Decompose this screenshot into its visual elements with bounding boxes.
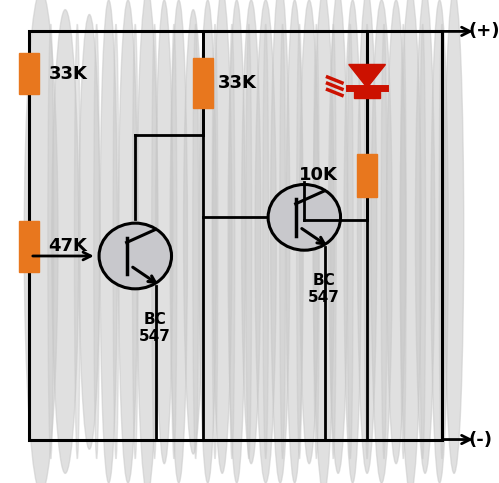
Ellipse shape bbox=[286, 0, 303, 483]
Bar bbox=[354, 88, 380, 99]
Ellipse shape bbox=[99, 223, 172, 289]
Bar bbox=[19, 221, 39, 272]
Ellipse shape bbox=[132, 24, 138, 459]
Ellipse shape bbox=[400, 0, 421, 483]
Ellipse shape bbox=[228, 0, 246, 483]
Ellipse shape bbox=[100, 0, 117, 483]
Ellipse shape bbox=[255, 0, 276, 483]
Ellipse shape bbox=[330, 24, 336, 459]
Ellipse shape bbox=[296, 24, 302, 459]
Bar bbox=[19, 54, 39, 94]
Ellipse shape bbox=[431, 0, 448, 483]
Ellipse shape bbox=[420, 24, 426, 459]
Ellipse shape bbox=[357, 0, 377, 473]
Ellipse shape bbox=[118, 0, 138, 483]
Ellipse shape bbox=[171, 24, 177, 459]
Ellipse shape bbox=[328, 0, 348, 473]
Ellipse shape bbox=[313, 24, 319, 459]
Ellipse shape bbox=[152, 24, 158, 459]
Ellipse shape bbox=[193, 24, 199, 459]
Ellipse shape bbox=[263, 24, 268, 459]
Ellipse shape bbox=[170, 0, 188, 483]
Ellipse shape bbox=[445, 0, 464, 473]
Ellipse shape bbox=[24, 0, 58, 483]
Ellipse shape bbox=[94, 24, 99, 459]
Ellipse shape bbox=[74, 24, 80, 459]
Ellipse shape bbox=[113, 24, 119, 459]
Bar bbox=[29, 31, 442, 440]
Ellipse shape bbox=[156, 0, 173, 464]
Ellipse shape bbox=[184, 10, 203, 454]
Ellipse shape bbox=[48, 24, 54, 459]
Ellipse shape bbox=[416, 0, 435, 473]
Ellipse shape bbox=[246, 24, 251, 459]
Text: 33K: 33K bbox=[48, 65, 87, 83]
Text: 47K: 47K bbox=[48, 237, 87, 256]
Ellipse shape bbox=[313, 0, 334, 483]
Ellipse shape bbox=[439, 24, 445, 459]
Text: (-): (-) bbox=[469, 430, 493, 449]
Ellipse shape bbox=[212, 24, 218, 459]
Ellipse shape bbox=[347, 24, 353, 459]
Ellipse shape bbox=[270, 0, 290, 483]
Ellipse shape bbox=[213, 0, 232, 473]
Ellipse shape bbox=[371, 0, 392, 483]
Ellipse shape bbox=[280, 24, 285, 459]
Ellipse shape bbox=[364, 24, 370, 459]
Ellipse shape bbox=[79, 14, 100, 449]
Ellipse shape bbox=[401, 24, 406, 459]
Ellipse shape bbox=[52, 10, 79, 473]
Ellipse shape bbox=[386, 0, 406, 464]
Text: BC
547: BC 547 bbox=[139, 312, 171, 344]
Text: 10K: 10K bbox=[299, 166, 338, 184]
Ellipse shape bbox=[344, 0, 361, 483]
Ellipse shape bbox=[229, 24, 235, 459]
Bar bbox=[193, 58, 213, 108]
Bar bbox=[357, 154, 377, 197]
Text: BC
547: BC 547 bbox=[308, 273, 340, 305]
Ellipse shape bbox=[299, 0, 319, 464]
Ellipse shape bbox=[199, 0, 217, 483]
Text: (+): (+) bbox=[469, 22, 499, 41]
Ellipse shape bbox=[242, 0, 261, 464]
Ellipse shape bbox=[381, 24, 387, 459]
Text: 33K: 33K bbox=[218, 74, 256, 92]
Ellipse shape bbox=[137, 0, 158, 483]
Polygon shape bbox=[349, 64, 386, 88]
Ellipse shape bbox=[268, 185, 340, 250]
